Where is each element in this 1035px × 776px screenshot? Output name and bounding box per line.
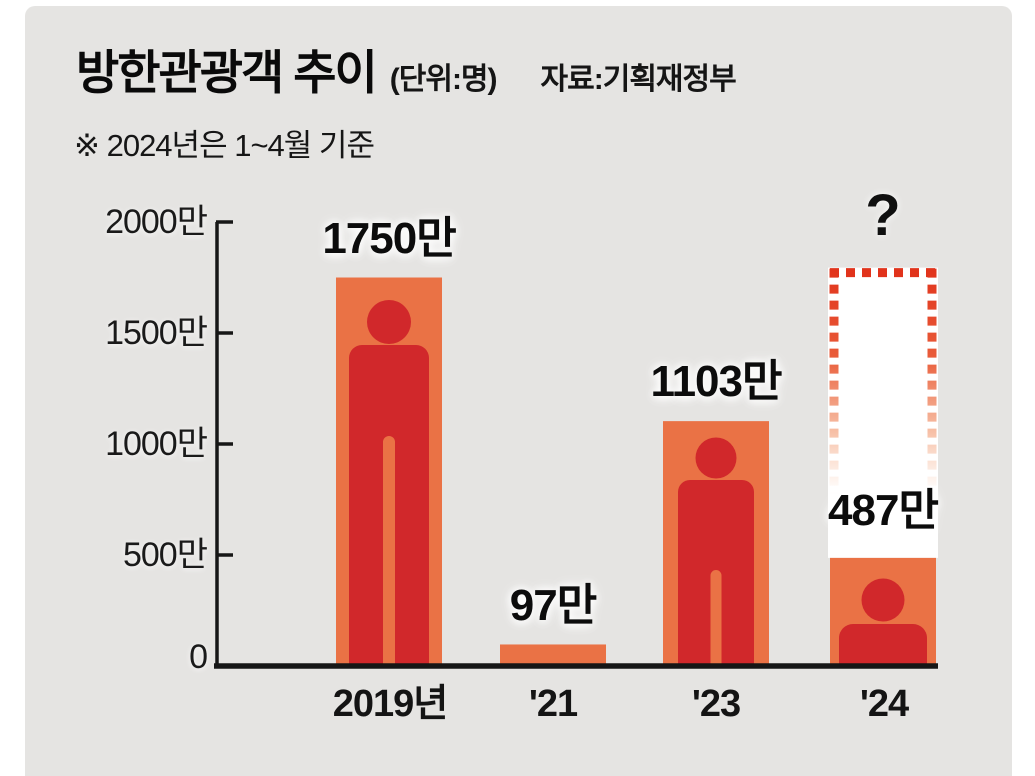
person-head-icon — [861, 578, 905, 622]
x-label-21: '21 — [528, 683, 578, 725]
source-label: 자료:기획재정부 — [540, 63, 737, 96]
page-title: 방한관광객 추이 — [76, 46, 378, 99]
value-label-2019: 1750만 — [322, 214, 456, 263]
person-body-icon — [349, 345, 429, 664]
person-head-icon — [367, 300, 411, 344]
person-body-icon — [839, 624, 927, 664]
y-tick-label-2000: 2000만 — [105, 203, 208, 241]
x-label-24: '24 — [859, 683, 909, 725]
footnote: ※ 2024년은 1~4월 기준 — [74, 128, 375, 163]
value-label-21: 97만 — [509, 581, 597, 630]
y-tick-label-0: 0 — [189, 638, 208, 676]
y-tick-label-1000: 1000만 — [105, 425, 208, 463]
unit-label: (단위:명) — [389, 63, 498, 96]
bar-'21 — [500, 644, 606, 668]
x-label-23: '23 — [691, 683, 741, 725]
value-label-23: 1103만 — [650, 357, 783, 406]
projection-white-fill — [828, 267, 938, 558]
projection-question-mark: ? — [865, 183, 901, 248]
chart-header: 방한관광객 추이 (단위:명) 자료:기획재정부 — [76, 34, 737, 103]
person-head-icon — [695, 437, 737, 479]
person-body-icon — [678, 480, 754, 664]
value-label-24: 487만 — [828, 486, 939, 535]
x-label-2019: 2019년 — [332, 683, 449, 725]
y-tick-label-1500: 1500만 — [105, 314, 208, 352]
y-tick-label-500: 500만 — [122, 536, 208, 574]
